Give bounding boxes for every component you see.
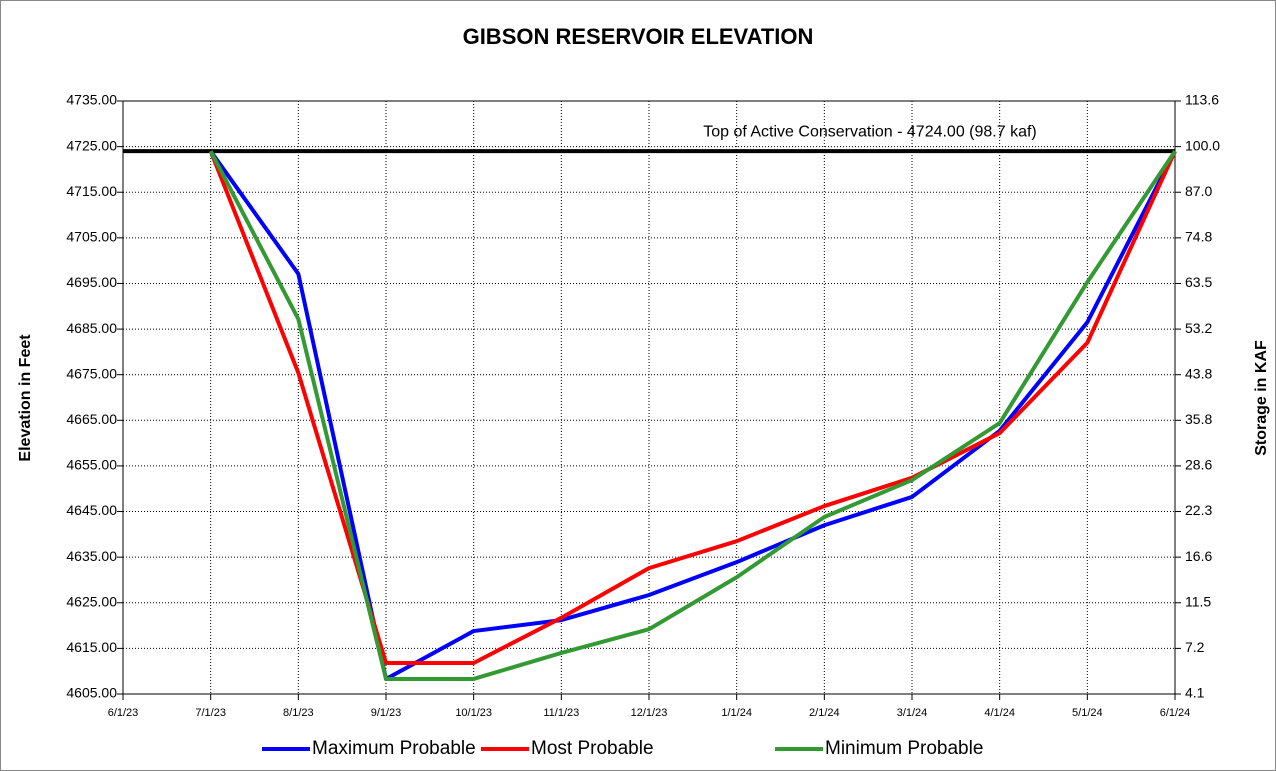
y2-tick-label: 4.1 [1185, 685, 1205, 701]
legend-label: Maximum Probable [312, 738, 476, 759]
y-tick-label: 4685.00 [66, 320, 117, 336]
y2-tick-label: 11.5 [1185, 593, 1211, 609]
y2-tick-label: 53.2 [1185, 320, 1212, 336]
y2-axis-label: Storage in KAF [1253, 340, 1270, 456]
y2-tick-label: 113.6 [1185, 92, 1219, 108]
y-tick-label: 4655.00 [66, 457, 117, 473]
x-tick-label: 9/1/23 [371, 707, 402, 719]
x-tick-label: 8/1/23 [283, 707, 314, 719]
y-tick-label: 4625.00 [66, 593, 117, 609]
y2-tick-label: 63.5 [1185, 274, 1212, 290]
legend-label: Most Probable [531, 738, 654, 759]
series-line [208, 150, 1177, 681]
plot-area [122, 100, 1176, 695]
y-tick-label: 4735.00 [66, 92, 117, 108]
y2-tick-label: 7.2 [1185, 639, 1205, 655]
y-tick-label: 4715.00 [66, 183, 117, 199]
x-tick-label: 3/1/24 [897, 707, 928, 719]
x-tick-label: 7/1/23 [195, 707, 226, 719]
y-tick-label: 4725.00 [66, 137, 117, 153]
y-tick-label: 4695.00 [66, 274, 117, 290]
x-tick-label: 12/1/23 [631, 707, 668, 719]
x-tick-label: 10/1/23 [455, 707, 492, 719]
y2-tick-label: 16.6 [1185, 548, 1212, 564]
y-tick-label: 4705.00 [66, 229, 117, 245]
x-tick-label: 6/1/24 [1160, 707, 1191, 719]
legend-label: Minimum Probable [825, 738, 983, 759]
y2-tick-label: 28.6 [1185, 457, 1212, 473]
x-tick-label: 5/1/24 [1072, 707, 1103, 719]
y2-tick-label: 100.0 [1185, 137, 1220, 153]
y-tick-label: 4605.00 [66, 685, 117, 701]
y2-tick-label: 74.8 [1185, 229, 1212, 245]
x-tick-label: 4/1/24 [984, 707, 1015, 719]
chart-title: GIBSON RESERVOIR ELEVATION [463, 24, 814, 49]
y2-tick-label: 43.8 [1185, 365, 1212, 381]
y-tick-label: 4645.00 [66, 502, 117, 518]
y-axis-label: Elevation in Feet [17, 334, 34, 462]
x-tick-label: 6/1/23 [108, 707, 139, 719]
y2-tick-label: 87.0 [1185, 183, 1212, 199]
annotation: Top of Active Conservation - 4724.00 (98… [703, 123, 1037, 140]
y-tick-label: 4665.00 [66, 411, 117, 427]
y-tick-label: 4615.00 [66, 639, 117, 655]
x-tick-label: 1/1/24 [721, 707, 752, 719]
y-tick-label: 4675.00 [66, 365, 117, 381]
x-tick-label: 2/1/24 [809, 707, 840, 719]
y2-tick-label: 22.3 [1185, 502, 1212, 518]
y-tick-label: 4635.00 [66, 548, 117, 564]
y2-tick-label: 35.8 [1185, 411, 1212, 427]
x-tick-label: 11/1/23 [543, 707, 579, 719]
